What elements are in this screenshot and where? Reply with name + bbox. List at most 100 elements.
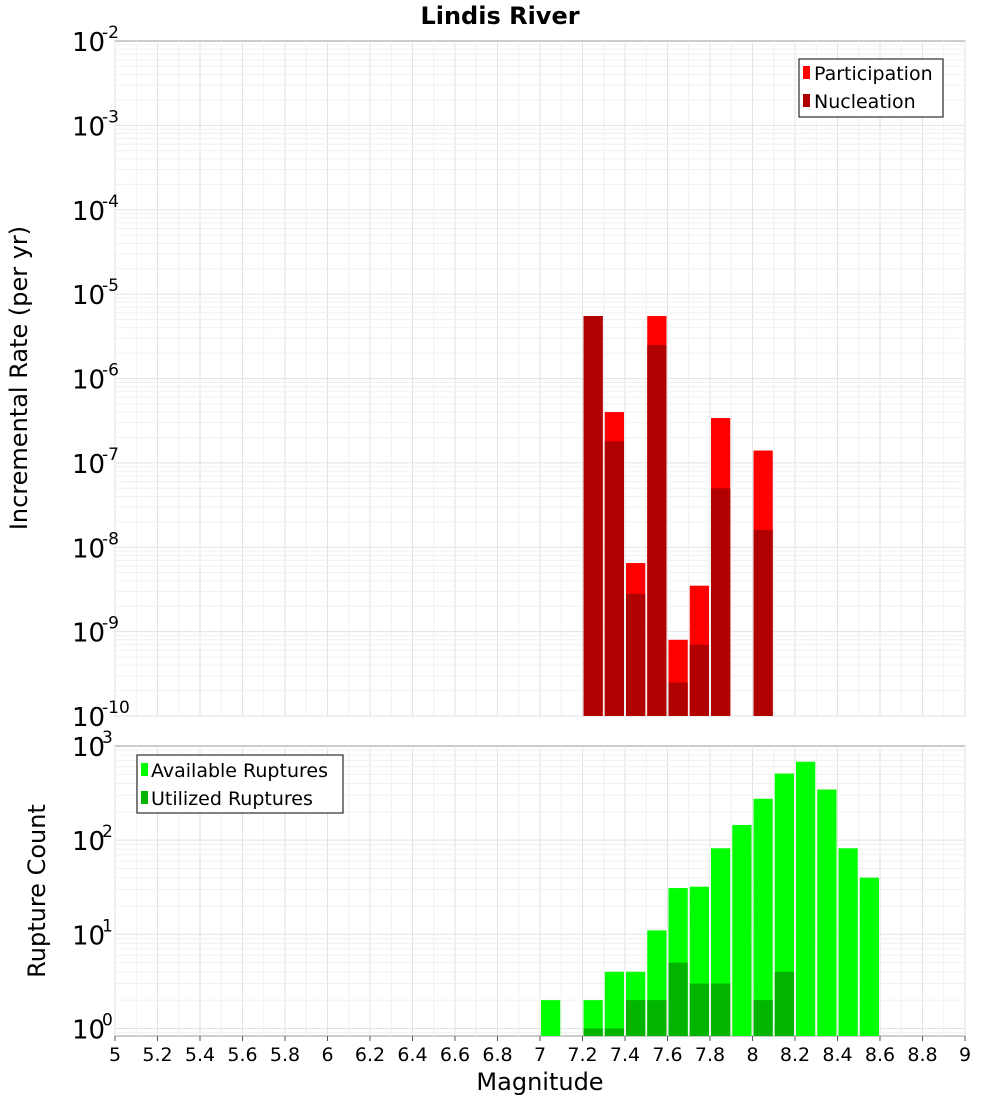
y-tick-label: 10 xyxy=(72,921,105,951)
y-tick-label: 10 xyxy=(72,366,105,396)
x-ticks: 5 5.2 5.4 5.6 5.8 6 6.2 6.4 6.6 6.8 7 7.2 7.4 7.6 7.8 8… xyxy=(109,1036,971,1066)
nucleation-bar xyxy=(604,441,624,716)
x-tick-label: 6.6 xyxy=(440,1044,470,1066)
nucleation-bar xyxy=(711,488,731,716)
y-tick-exponent: -2 xyxy=(102,23,119,43)
x-axis-label: Magnitude xyxy=(476,1068,603,1096)
x-tick-label: 8 xyxy=(746,1044,758,1066)
bottom-y-axis-label: Rupture Count xyxy=(23,804,51,978)
y-tick-label: 10 xyxy=(72,827,105,857)
utilized-legend-label: Utilized Ruptures xyxy=(151,788,313,810)
available-legend-label: Available Ruptures xyxy=(151,760,328,782)
nucleation-bar xyxy=(753,530,773,716)
utilized-ruptures-bar xyxy=(711,983,731,1036)
nucleation-legend-swatch xyxy=(803,94,810,107)
y-tick-label: 10 xyxy=(72,197,105,227)
available-ruptures-bar xyxy=(732,824,752,1036)
utilized-ruptures-bar xyxy=(668,962,688,1036)
bottom-bars xyxy=(541,761,879,1036)
x-tick-label: 6.8 xyxy=(482,1044,512,1066)
available-ruptures-bar xyxy=(796,761,816,1036)
utilized-ruptures-bar xyxy=(626,1000,646,1036)
y-tick-label: 10 xyxy=(72,281,105,311)
available-ruptures-bar xyxy=(753,798,773,1036)
x-tick-label: 8.8 xyxy=(907,1044,937,1066)
nucleation-bar xyxy=(647,344,667,716)
y-tick-label: 10 xyxy=(72,703,105,733)
x-tick-label: 5 xyxy=(109,1044,121,1066)
top-grid xyxy=(114,41,966,717)
y-tick-label: 10 xyxy=(72,733,105,763)
top-bars xyxy=(583,316,773,716)
available-ruptures-bar xyxy=(541,1000,561,1036)
x-tick-label: 5.6 xyxy=(227,1044,257,1066)
y-tick-label: 10 xyxy=(72,534,105,564)
available-ruptures-bar xyxy=(859,877,879,1036)
y-tick-exponent: -3 xyxy=(102,107,119,127)
x-tick-label: 7.8 xyxy=(695,1044,725,1066)
y-tick-exponent: 1 xyxy=(102,916,113,936)
bottom-legend: Available Ruptures Utilized Ruptures xyxy=(136,754,344,814)
y-tick-exponent: -9 xyxy=(102,614,119,634)
participation-legend-label: Participation xyxy=(814,63,933,85)
utilized-legend-swatch xyxy=(141,791,148,804)
available-ruptures-bar xyxy=(583,1000,603,1036)
available-ruptures-bar xyxy=(838,848,858,1036)
nucleation-legend-label: Nucleation xyxy=(814,91,916,113)
x-tick-label: 5.2 xyxy=(142,1044,172,1066)
available-ruptures-bar xyxy=(817,789,837,1036)
available-ruptures-bar xyxy=(604,971,624,1036)
y-tick-exponent: -8 xyxy=(102,529,119,549)
x-tick-label: 8.6 xyxy=(865,1044,895,1066)
y-tick-label: 10 xyxy=(72,112,105,142)
x-tick-label: 8.4 xyxy=(822,1044,852,1066)
y-tick-label: 10 xyxy=(72,28,105,58)
y-tick-exponent: -6 xyxy=(102,361,119,381)
chart-title: Lindis River xyxy=(420,2,579,30)
x-tick-label: 8.2 xyxy=(780,1044,810,1066)
y-tick-exponent: -4 xyxy=(102,192,119,212)
x-tick-label: 7.2 xyxy=(567,1044,597,1066)
utilized-ruptures-bar xyxy=(604,1028,624,1036)
x-tick-label: 6.2 xyxy=(355,1044,385,1066)
x-tick-label: 7 xyxy=(534,1044,546,1066)
top-legend-box xyxy=(798,58,944,118)
utilized-ruptures-bar xyxy=(689,983,709,1036)
x-tick-label: 7.4 xyxy=(610,1044,640,1066)
utilized-ruptures-bar xyxy=(647,1000,667,1036)
bottom-grid xyxy=(114,746,966,1036)
x-tick-label: 6 xyxy=(321,1044,333,1066)
utilized-ruptures-bar xyxy=(583,1028,603,1036)
y-tick-exponent: -10 xyxy=(102,698,130,718)
x-tick-label: 5.4 xyxy=(185,1044,215,1066)
nucleation-bar xyxy=(689,644,709,716)
y-tick-label: 10 xyxy=(72,1015,105,1045)
utilized-ruptures-bar xyxy=(774,971,794,1036)
utilized-ruptures-bar xyxy=(753,1000,773,1036)
y-tick-exponent: -7 xyxy=(102,445,119,465)
available-ruptures-bar xyxy=(774,773,794,1036)
nucleation-bar xyxy=(668,682,688,716)
y-tick-exponent: 0 xyxy=(102,1010,113,1030)
y-tick-exponent: 2 xyxy=(102,822,113,842)
top-panel: 10-210-310-410-510-610-710-810-910-10 In… xyxy=(5,23,966,733)
top-legend: Participation Nucleation xyxy=(798,58,944,118)
top-y-ticks: 10-210-310-410-510-610-710-810-910-10 xyxy=(72,23,130,733)
available-legend-swatch xyxy=(141,763,148,776)
x-tick-label: 6.4 xyxy=(397,1044,427,1066)
bottom-legend-box xyxy=(136,754,344,814)
x-tick-label: 5.8 xyxy=(270,1044,300,1066)
nucleation-bar xyxy=(583,316,603,716)
x-tick-label: 7.6 xyxy=(652,1044,682,1066)
nucleation-bar xyxy=(626,593,646,716)
y-tick-exponent: -5 xyxy=(102,276,119,296)
x-tick-label: 9 xyxy=(959,1044,971,1066)
y-tick-label: 10 xyxy=(72,619,105,649)
top-y-axis-label: Incremental Rate (per yr) xyxy=(5,226,33,530)
y-tick-label: 10 xyxy=(72,450,105,480)
y-tick-exponent: 3 xyxy=(102,728,113,748)
participation-legend-swatch xyxy=(803,66,810,79)
